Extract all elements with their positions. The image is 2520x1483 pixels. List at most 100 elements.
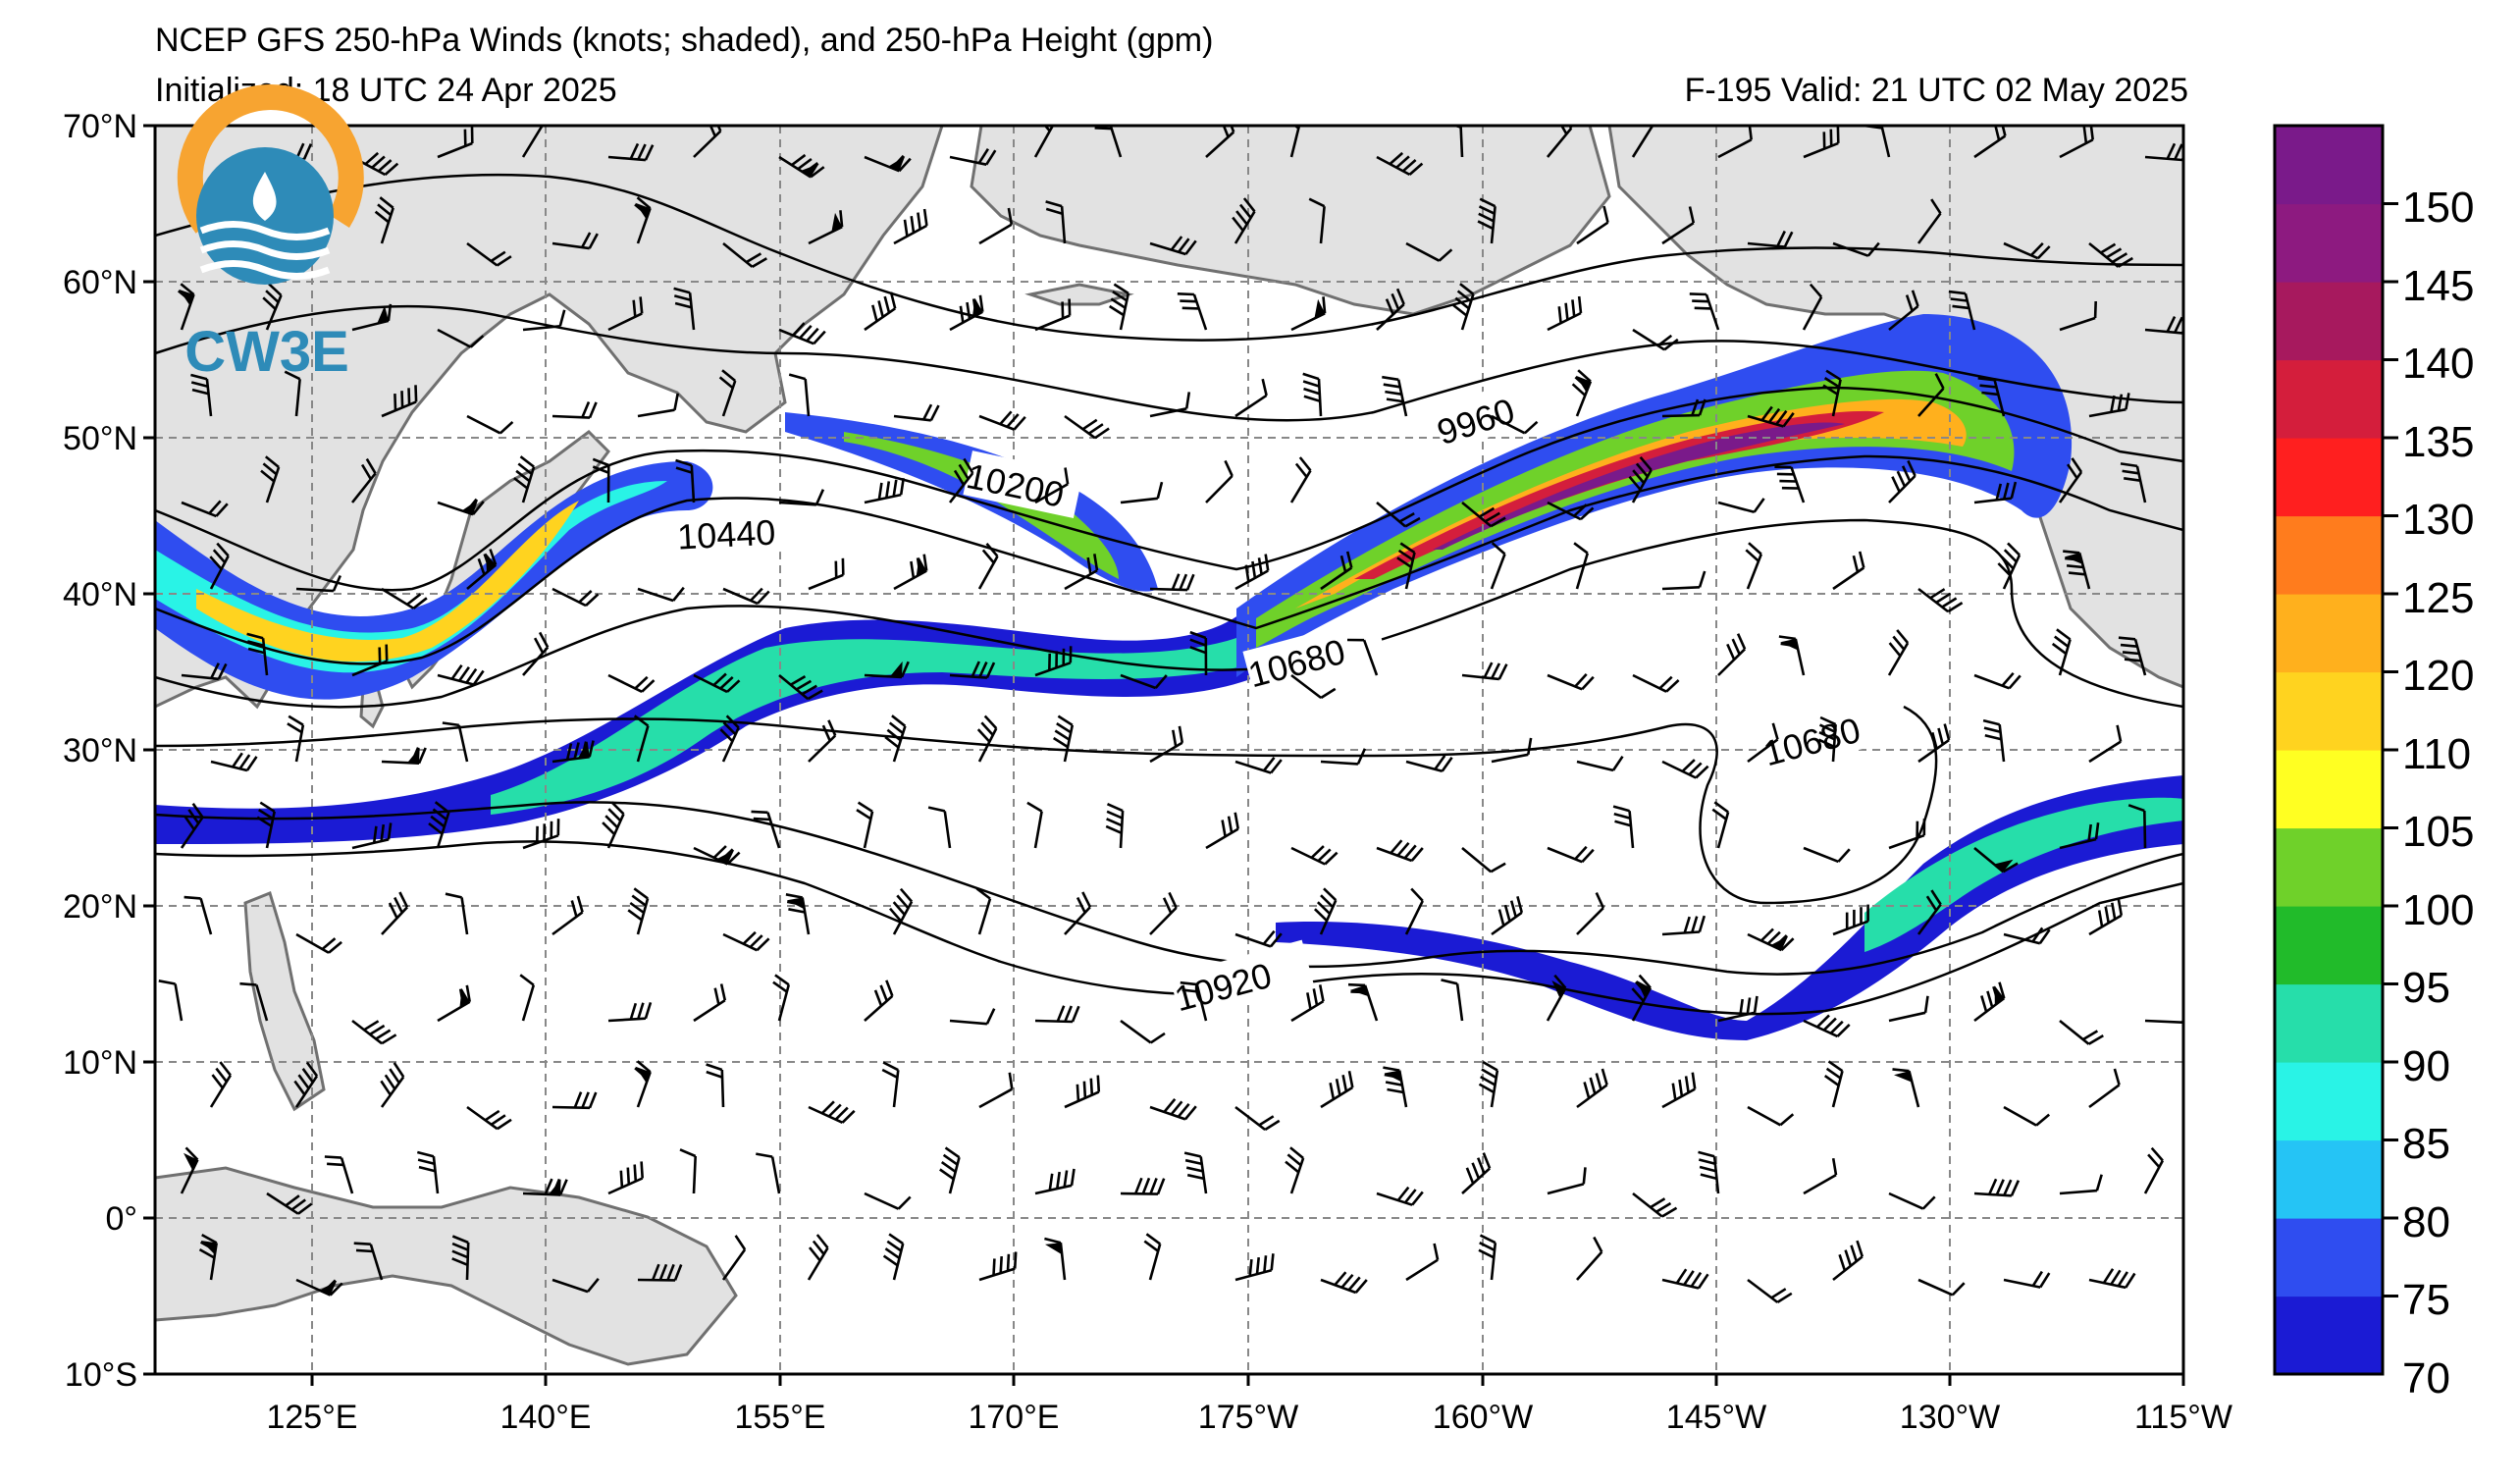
wind-barb bbox=[1948, 290, 1976, 331]
wind-barb bbox=[351, 822, 393, 850]
wind-barb bbox=[889, 887, 914, 935]
map-content: 9960 10200 10440 10680 10680 10920 bbox=[155, 126, 2183, 1374]
wind-barb bbox=[1628, 455, 1653, 503]
wind-barb bbox=[1774, 465, 1806, 503]
wind-barb bbox=[1973, 671, 2021, 690]
wind-barb bbox=[633, 715, 650, 763]
colorbar-segment bbox=[2275, 1139, 2383, 1219]
wind-barb bbox=[266, 1192, 313, 1215]
wind-barb bbox=[1892, 1068, 1920, 1108]
wind-barb bbox=[693, 672, 741, 694]
lon-label: 160°W bbox=[1433, 1399, 1533, 1436]
wind-barb bbox=[1120, 1019, 1166, 1044]
wind-barb bbox=[778, 489, 825, 506]
wind-barb bbox=[295, 574, 341, 593]
wind-barb bbox=[2127, 804, 2147, 849]
asia-landmass bbox=[155, 126, 944, 710]
wind-barb bbox=[893, 208, 928, 245]
wind-barb bbox=[1234, 378, 1268, 418]
wind-barb bbox=[239, 981, 269, 1022]
wind-barb bbox=[1478, 1234, 1497, 1281]
wind-barb bbox=[808, 557, 845, 591]
colorbar-label: 105 bbox=[2402, 808, 2474, 856]
wind-barb bbox=[1747, 927, 1795, 952]
wind-barb bbox=[209, 1061, 233, 1108]
wind-barb bbox=[1832, 241, 1880, 257]
colorbar-label: 140 bbox=[2402, 340, 2474, 388]
wind-barb bbox=[2088, 1068, 2121, 1109]
wind-barb bbox=[1441, 979, 1464, 1022]
wind-barb bbox=[1711, 801, 1730, 849]
wind-barb bbox=[1632, 673, 1680, 693]
wind-barb bbox=[1973, 846, 2019, 874]
wind-barb bbox=[1661, 915, 1706, 936]
wind-barb bbox=[1149, 891, 1178, 935]
wind-barb bbox=[210, 752, 258, 772]
wind-barb bbox=[1576, 892, 1605, 935]
wind-barb bbox=[1461, 846, 1506, 874]
wind-barb bbox=[1320, 748, 1367, 766]
wind-barb bbox=[1576, 755, 1624, 772]
jet-pacific-core bbox=[1354, 410, 1884, 579]
wind-barb bbox=[719, 715, 740, 763]
wind-barb bbox=[1917, 1278, 1966, 1297]
wind-barb bbox=[634, 1060, 652, 1108]
wind-barb bbox=[722, 241, 767, 269]
logo-sun-arc bbox=[177, 84, 364, 234]
colorbar bbox=[2275, 126, 2383, 1375]
wind-barb bbox=[380, 1062, 405, 1108]
wind-barb bbox=[437, 984, 471, 1023]
lon-label: 130°W bbox=[1900, 1399, 2000, 1436]
wind-barb bbox=[256, 801, 276, 849]
wind-barb bbox=[295, 1278, 343, 1297]
wind-barb bbox=[1234, 756, 1283, 774]
wind-barb bbox=[1064, 554, 1099, 591]
wind-barb bbox=[1888, 1192, 1936, 1210]
wind-barb bbox=[1461, 501, 1506, 528]
wind-barb bbox=[1180, 980, 1208, 1022]
wind-barb bbox=[209, 542, 230, 590]
wind-barb bbox=[198, 1233, 218, 1281]
colorbar-labels: 150 145 140 135 130 125 120 110 105 100 … bbox=[2402, 184, 2474, 1403]
wind-barb bbox=[1064, 414, 1110, 440]
colorbar-label: 125 bbox=[2402, 574, 2474, 622]
wind-barb bbox=[180, 802, 204, 849]
jet-subtropical-core bbox=[491, 638, 1238, 815]
wind-barb bbox=[721, 1235, 747, 1281]
wind-barb bbox=[1823, 1060, 1844, 1108]
wind-barb bbox=[2144, 142, 2183, 162]
wind-barb bbox=[180, 1146, 199, 1194]
wind-barb bbox=[381, 891, 409, 935]
wind-barb bbox=[1149, 392, 1191, 418]
wind-barb bbox=[1205, 126, 1235, 158]
lat-label: 40°N bbox=[63, 576, 137, 613]
colorbar-segment bbox=[2275, 438, 2383, 517]
wind-barb bbox=[1461, 662, 1508, 681]
colorbar-label: 110 bbox=[2402, 730, 2471, 778]
colorbar-label: 135 bbox=[2402, 418, 2474, 466]
lat-label: 30°N bbox=[63, 732, 137, 769]
wind-barb bbox=[1803, 1157, 1838, 1195]
wind-barb bbox=[808, 719, 837, 763]
wind-barb bbox=[2088, 898, 2124, 936]
wind-barb bbox=[1376, 1186, 1424, 1206]
wind-barb bbox=[1094, 126, 1123, 158]
wind-barb bbox=[864, 478, 905, 504]
wind-barb bbox=[949, 294, 984, 332]
wind-barb bbox=[1034, 1168, 1076, 1195]
wind-barb bbox=[978, 410, 1026, 431]
wind-barb bbox=[1461, 1152, 1492, 1194]
wind-barb bbox=[807, 1234, 829, 1281]
wind-barb bbox=[693, 126, 722, 158]
wind-barb bbox=[381, 385, 418, 418]
wind-barb bbox=[1120, 673, 1168, 690]
wind-barb bbox=[1490, 542, 1506, 590]
jet-pacific-mid1 bbox=[1256, 370, 2015, 648]
wind-barb bbox=[1747, 405, 1795, 428]
wind-barb bbox=[521, 126, 544, 158]
wind-barb bbox=[1888, 290, 1919, 332]
wind-barb bbox=[693, 983, 727, 1023]
wind-barb bbox=[2003, 241, 2051, 260]
wind-barb bbox=[884, 715, 907, 763]
wind-barb bbox=[466, 549, 498, 590]
